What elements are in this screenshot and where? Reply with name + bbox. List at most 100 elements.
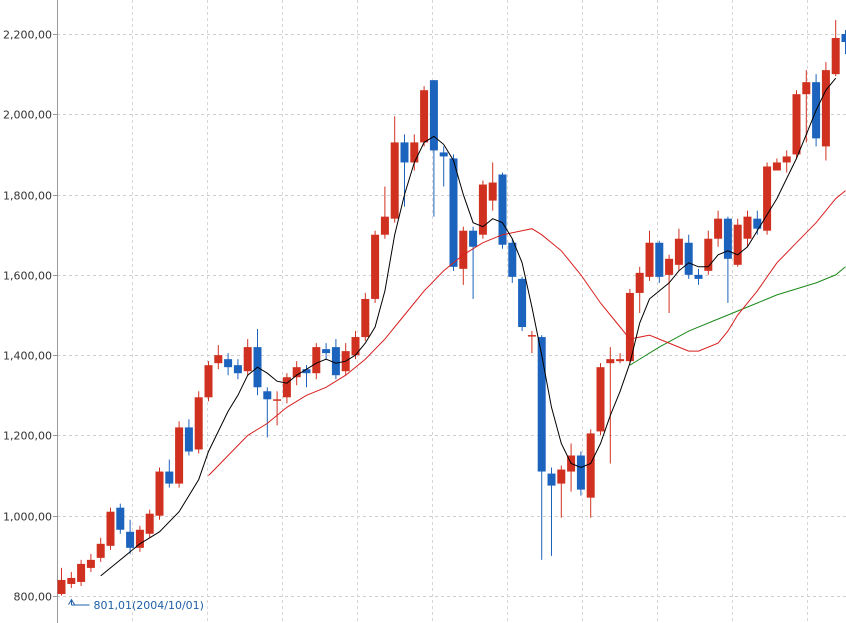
vertical-gridlines	[132, 0, 808, 623]
candle	[616, 353, 625, 364]
candle	[635, 266, 644, 313]
candle-body-down	[331, 347, 340, 376]
candle-body-down	[263, 391, 272, 400]
y-tick-label: 1,800,00	[3, 190, 52, 203]
candle-body-up	[802, 82, 811, 95]
candle	[390, 116, 399, 223]
candle-body-up	[106, 511, 115, 546]
candle	[547, 467, 556, 556]
candle	[312, 343, 321, 380]
candle-body-down	[439, 152, 448, 157]
candle-body-down	[449, 158, 458, 267]
candle-body-down	[498, 174, 507, 245]
y-axis-tick-labels: 800,00 1,000,00 1,200,00 1,400,00 1,600,00 1,…	[3, 29, 57, 604]
candle-body-up	[665, 258, 674, 275]
candle	[292, 361, 301, 386]
candle	[449, 154, 458, 271]
candle	[782, 150, 791, 173]
candle	[322, 343, 331, 360]
candle-body-up	[831, 38, 840, 75]
candle	[625, 288, 634, 364]
candle	[459, 226, 468, 285]
candle	[155, 467, 164, 520]
candle	[233, 359, 242, 380]
candle-body-down	[655, 242, 664, 277]
candle-body-up	[390, 142, 399, 219]
candle-body-up	[312, 347, 321, 374]
candle	[135, 525, 144, 552]
candle-body-up	[175, 427, 184, 484]
candle-body-up	[420, 90, 429, 143]
candle-body-up	[782, 156, 791, 163]
candle-body-up	[606, 359, 615, 364]
candle-body-up	[135, 529, 144, 548]
candle	[576, 451, 585, 496]
candle	[116, 503, 125, 534]
annotation-arrowhead	[68, 598, 75, 605]
candle	[537, 335, 546, 560]
candle-body-down	[322, 349, 331, 354]
y-tick-label: 2,000,00	[3, 109, 52, 122]
candle-body-up	[67, 577, 76, 584]
candle	[704, 230, 713, 275]
min-annotation: 801,01(2004/10/01)	[68, 598, 204, 612]
candle	[478, 180, 487, 239]
candle	[67, 571, 76, 588]
candle	[841, 29, 846, 55]
candle	[831, 19, 840, 77]
candle-body-up	[380, 216, 389, 235]
candle-body-up	[527, 335, 536, 337]
candle	[518, 276, 527, 332]
y-tick-label: 1,200,00	[3, 430, 52, 443]
candle	[733, 218, 742, 267]
candle	[165, 459, 174, 488]
candle	[763, 162, 772, 235]
candle-body-up	[361, 298, 370, 338]
y-tick-label: 1,000,00	[3, 511, 52, 524]
candle	[665, 254, 674, 313]
candle	[645, 230, 654, 281]
candle-body-down	[841, 34, 846, 43]
ma-short-line	[100, 77, 837, 577]
candle	[253, 329, 262, 396]
candle	[194, 391, 203, 454]
candle	[243, 339, 252, 376]
candle-body-up	[214, 355, 223, 364]
candle-body-down	[233, 365, 242, 374]
candle-body-up	[714, 218, 723, 239]
candle	[371, 230, 380, 303]
candle-body-up	[86, 559, 95, 568]
candle-body-up	[410, 142, 419, 163]
candle-body-up	[704, 238, 713, 271]
candle-body-down	[184, 427, 193, 452]
candle	[684, 234, 693, 279]
candle-body-down	[723, 218, 732, 259]
candle	[420, 86, 429, 147]
candle-body-down	[684, 242, 693, 275]
candle	[694, 268, 703, 285]
candle-body-up	[763, 166, 772, 231]
ma-long-line	[629, 266, 846, 366]
candle	[429, 80, 438, 217]
candle	[723, 216, 732, 303]
candle-body-down	[694, 274, 703, 279]
candle	[439, 146, 448, 187]
candle	[772, 158, 781, 171]
candle	[175, 421, 184, 488]
ma-mid-line	[208, 190, 846, 476]
candle-body-up	[586, 433, 595, 498]
candle-body-up	[77, 563, 86, 582]
candle	[204, 361, 213, 402]
candle-body-up	[557, 469, 566, 484]
candle-body-up	[645, 242, 654, 277]
candle	[655, 240, 664, 283]
candle	[361, 292, 370, 342]
candle-body-down	[224, 359, 233, 368]
candle	[674, 228, 683, 271]
candle-body-up	[204, 365, 213, 398]
candle	[488, 162, 497, 211]
candle-body-down	[116, 507, 125, 530]
candle	[508, 238, 517, 283]
candle	[498, 172, 507, 249]
